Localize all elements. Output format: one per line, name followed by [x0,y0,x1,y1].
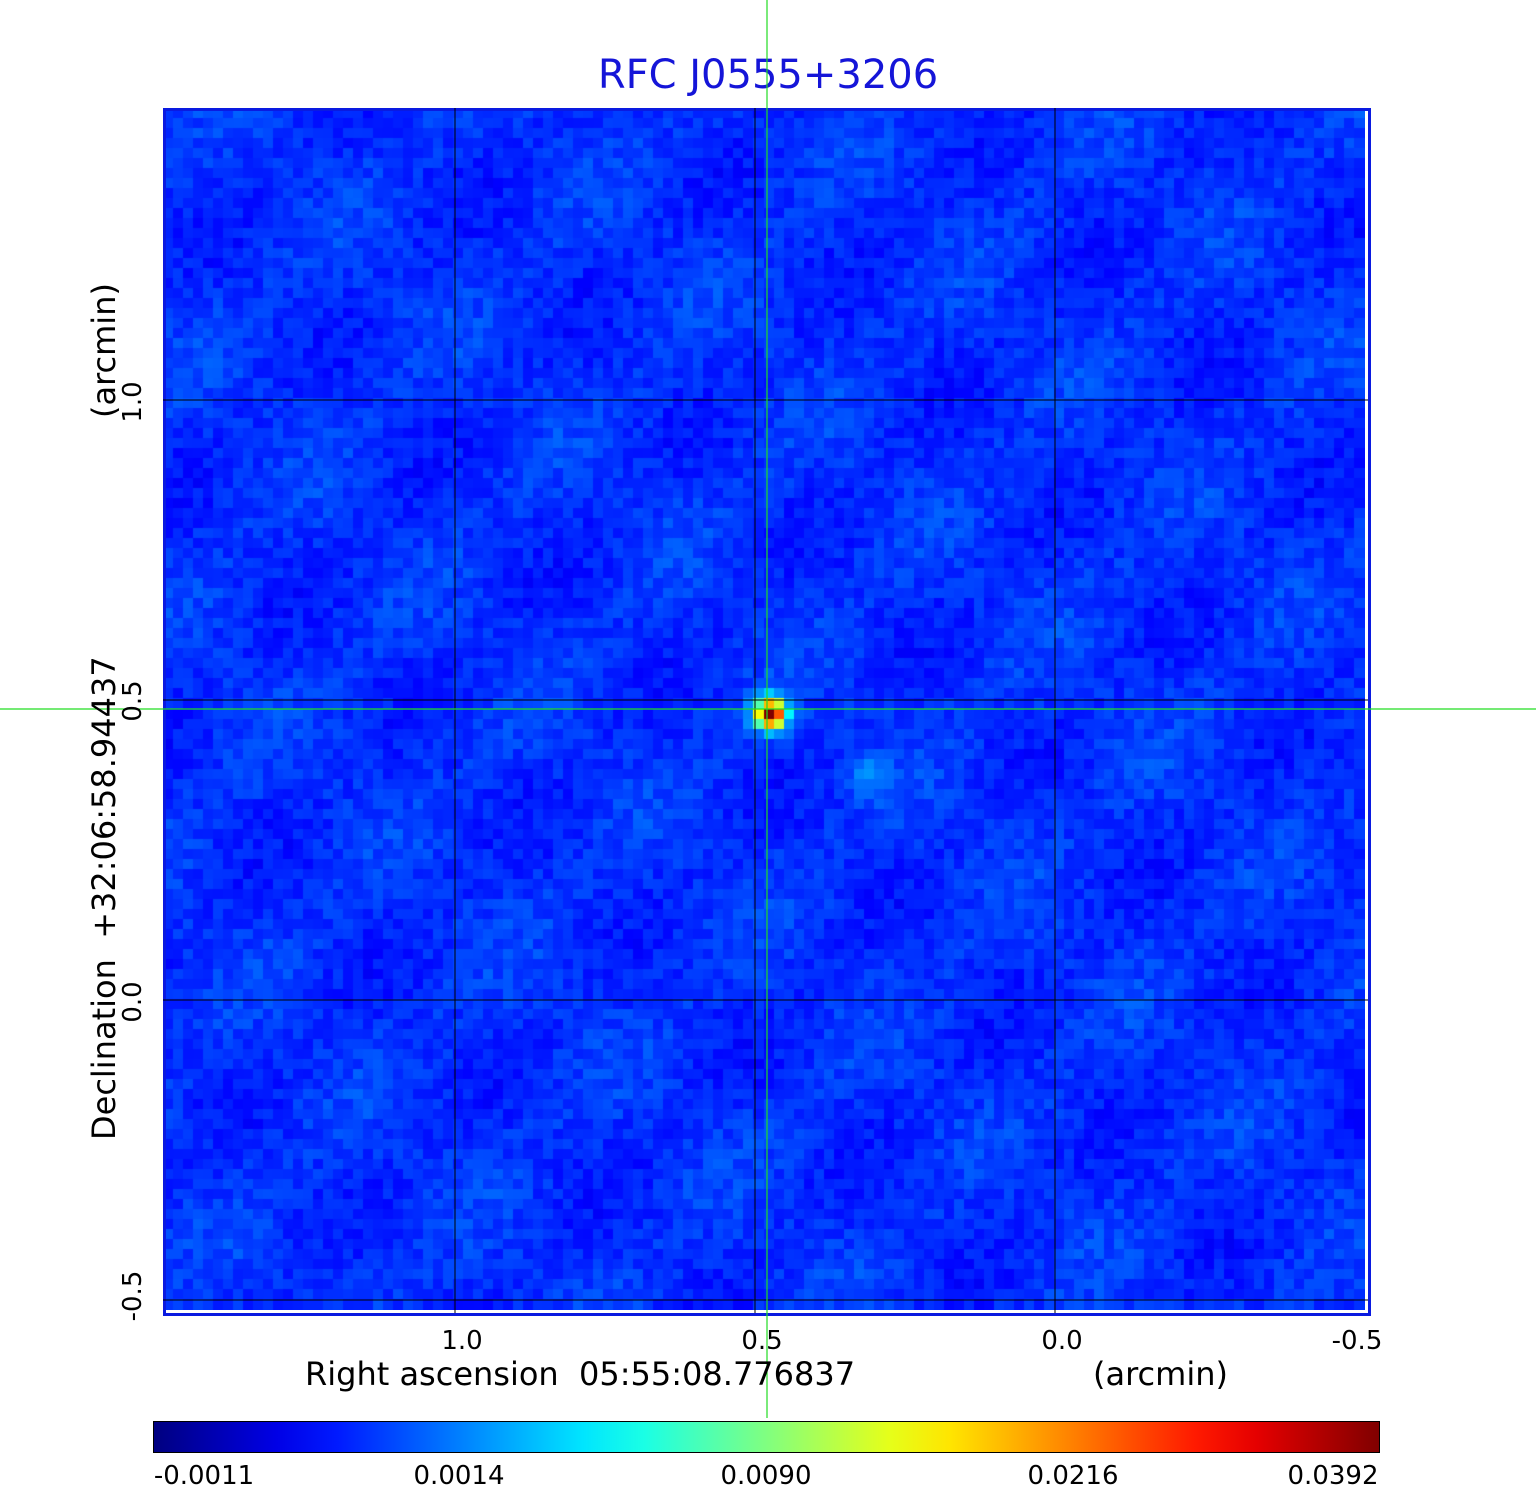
map-title: RFC J0555+3206 [597,52,939,98]
x-tick-label: 0.0 [1041,1326,1083,1356]
colorbar-tick-label: 0.0216 [1027,1461,1119,1491]
x-tick-label: -0.5 [1331,1326,1383,1356]
colorbar-tick-label: 0.0392 [1287,1461,1379,1491]
colorbar-tick-label: 0.0014 [413,1461,505,1491]
y-axis-label: Declination +32:06:58.94437 [85,656,123,1140]
x-tick-label: 1.0 [441,1326,483,1356]
x-tick-label: 0.5 [741,1326,783,1356]
x-axis-label: Right ascension 05:55:08.776837 [305,1355,856,1393]
colorbar [153,1421,1380,1453]
y-axis-unit: (arcmin) [85,283,123,418]
x-axis-unit: (arcmin) [1093,1355,1228,1393]
y-tick-label: -0.5 [118,1270,148,1322]
colorbar-tick-label: -0.0011 [153,1461,255,1491]
colorbar-tick-label: 0.0090 [720,1461,812,1491]
